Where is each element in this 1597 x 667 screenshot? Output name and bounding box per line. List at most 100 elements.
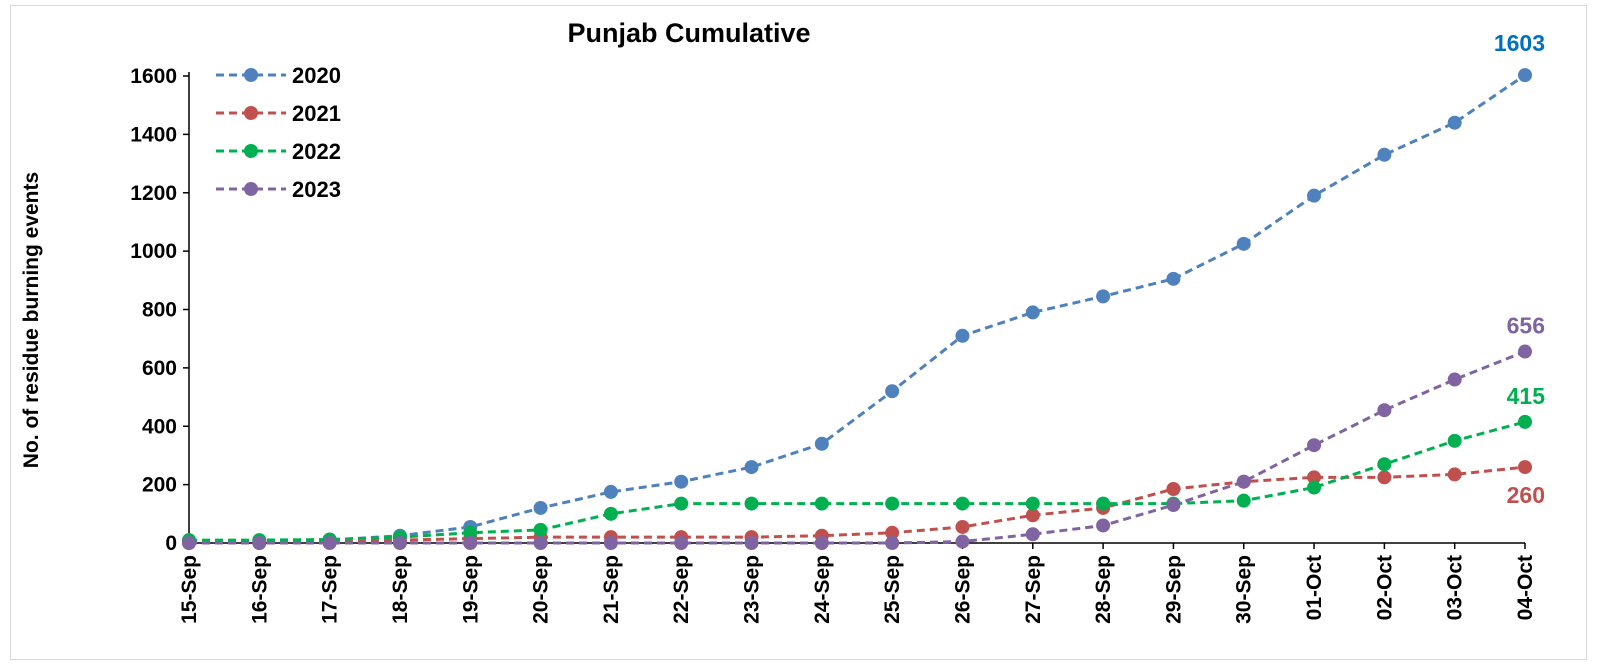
data-point [885,525,900,540]
y-tick-label: 1400 [130,123,177,146]
legend-swatch-marker [244,182,258,196]
data-point [955,519,970,534]
data-point [1307,470,1322,485]
data-point [674,474,689,489]
data-point [814,496,829,511]
data-point [1096,496,1111,511]
legend-item-2023: 2023 [216,177,341,202]
data-point [1518,460,1532,475]
data-point [674,536,689,550]
data-point [603,536,618,550]
data-point [533,522,548,537]
data-point [463,536,478,550]
data-point [603,506,618,521]
x-tick-label: 29-Sep [1162,555,1185,624]
end-labels: 1603 260 415 656 [1494,30,1545,508]
x-tick-label: 01-Oct [1303,555,1326,620]
x-tick-label: 19-Sep [459,555,482,624]
data-point [1236,474,1251,489]
chart-title: Punjab Cumulative [567,18,810,48]
data-point [885,384,900,399]
x-tick-label: 15-Sep [178,555,201,624]
x-tick-label: 30-Sep [1233,555,1256,624]
data-point [885,536,900,550]
data-label-2020: 1603 [1494,30,1545,56]
legend-swatch-marker [244,106,258,120]
x-tick-label: 20-Sep [530,555,553,624]
legend-item-2020: 2020 [216,63,341,88]
legend: 2020 2021 2022 2023 [216,63,341,202]
x-tick-label: 21-Sep [600,555,623,624]
y-tick-label: 400 [142,415,177,438]
x-tick-label: 02-Oct [1373,555,1396,620]
data-point [1447,433,1462,448]
data-point [1307,438,1322,453]
y-tick-label: 200 [142,474,177,497]
data-point [1236,493,1251,508]
data-point [1447,115,1462,130]
data-point [814,436,829,451]
data-point [533,500,548,515]
x-tick-label: 16-Sep [248,555,271,624]
data-label-2021: 260 [1507,482,1545,508]
data-point [1096,289,1111,304]
data-point [1447,467,1462,482]
x-tick-label: 03-Oct [1444,555,1467,620]
data-point [1518,344,1532,359]
data-point [1518,414,1532,429]
data-point [1166,498,1181,513]
data-point [1377,403,1392,418]
y-tick-label: 1600 [130,65,177,88]
x-tick-label: 23-Sep [741,555,764,624]
x-tick-label: 17-Sep [319,555,342,624]
data-point [1025,527,1040,542]
data-point [814,536,829,550]
data-point [674,496,689,511]
y-tick-label: 600 [142,357,177,380]
data-point [1166,271,1181,286]
data-point [252,536,267,550]
data-point [1236,236,1251,251]
y-tick-label: 1200 [130,182,177,205]
series-line [189,420,1526,542]
x-tick-label: 22-Sep [670,555,693,624]
y-axis-title: No. of residue burning events [20,172,43,468]
x-tick-label: 27-Sep [1022,555,1045,624]
data-point [744,460,759,475]
y-tick-label: 0 [165,532,177,555]
data-label-2022: 415 [1507,383,1546,409]
x-tick-label: 26-Sep [951,555,974,624]
data-point [603,484,618,499]
data-point [182,536,196,550]
axes: 0 200 400 600 800 1000 1200 1400 1600 15-Sep 16-Se… [130,65,1537,624]
y-tick-label: 800 [142,299,177,322]
data-point [1096,518,1111,533]
legend-label: 2023 [292,177,341,202]
x-tick-label: 04-Oct [1514,555,1537,620]
series-line [189,465,1526,545]
chart-frame [10,5,1587,660]
data-point [1025,305,1040,320]
legend-label: 2021 [292,101,341,126]
series-2022 [182,414,1532,548]
legend-swatch-marker [244,68,258,82]
data-point [1307,188,1322,203]
series-line [188,73,1526,544]
series-line [189,350,1526,545]
data-point [463,525,478,540]
data-point [1377,147,1392,162]
data-point [1025,508,1040,523]
data-point [955,496,970,511]
data-point [1307,480,1322,495]
x-tick-label: 24-Sep [811,555,834,624]
legend-label: 2020 [292,63,341,88]
data-point [885,496,900,511]
data-point [955,534,970,549]
x-tick-label: 28-Sep [1092,555,1115,624]
data-point [1377,457,1392,472]
x-tick-label: 18-Sep [389,555,412,624]
legend-item-2021: 2021 [216,101,341,126]
data-point [1447,372,1462,387]
data-point [744,536,759,550]
